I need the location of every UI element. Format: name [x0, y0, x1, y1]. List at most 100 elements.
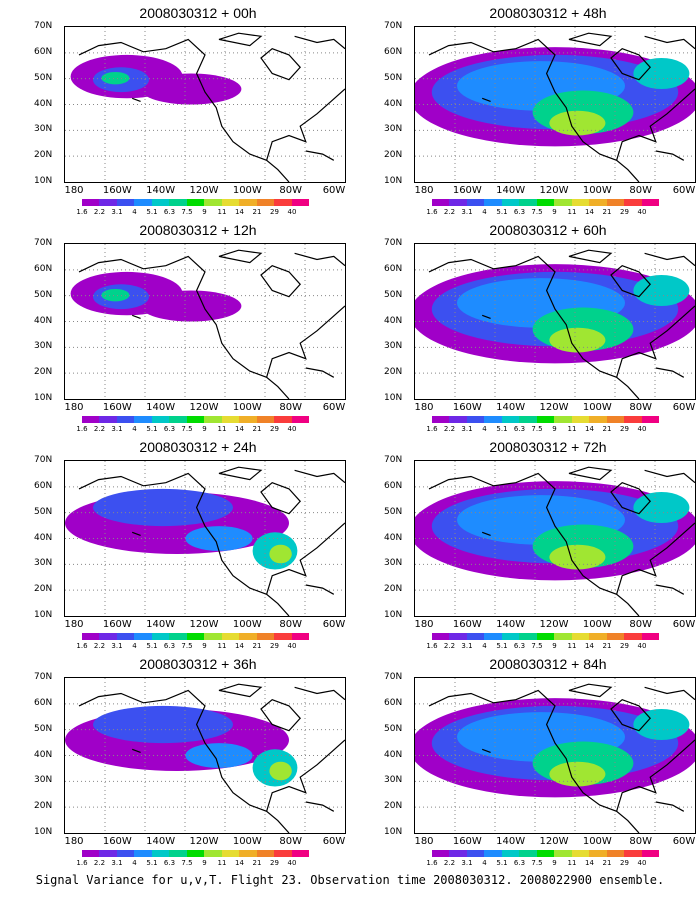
colorbar-swatch — [571, 850, 589, 857]
coastline — [568, 32, 613, 47]
colorbar-swatch — [151, 199, 169, 206]
coastline — [616, 88, 695, 161]
coastline — [616, 739, 695, 812]
colorbar-swatch — [449, 850, 467, 857]
latitude-label: 30N — [34, 558, 53, 569]
colorbar-swatch — [134, 416, 152, 423]
coastline — [616, 305, 695, 378]
colorbar-swatch — [589, 850, 607, 857]
colorbar-label: 5.1 — [146, 208, 158, 216]
coastline — [218, 466, 263, 481]
variance-map — [414, 677, 696, 834]
colorbar-label: 6.3 — [163, 425, 176, 433]
colorbar-label: 9 — [202, 208, 207, 216]
latitude-label: 50N — [34, 72, 53, 83]
longitude-label: 140W — [146, 402, 176, 413]
latitude-label: 20N — [384, 801, 403, 812]
variance-map-svg — [415, 244, 695, 399]
coastline — [644, 252, 695, 267]
longitude-label: 120W — [189, 402, 219, 413]
colorbar-swatch — [641, 850, 659, 857]
colorbar-label: 21 — [602, 425, 612, 433]
latitude-label: 70N — [34, 21, 53, 31]
colorbar-label: 40 — [637, 859, 647, 867]
coastline — [78, 472, 290, 616]
variance-map — [64, 460, 346, 617]
colorbar-label: 11 — [217, 208, 227, 216]
colorbar-swatch — [64, 199, 82, 206]
colorbar-label: 29 — [620, 425, 629, 433]
colorbar-label: 6.3 — [513, 208, 526, 216]
colorbar-swatch — [519, 199, 537, 206]
colorbar-swatch — [134, 850, 152, 857]
coastline — [481, 748, 491, 753]
colorbar — [64, 416, 344, 423]
latitude-label: 60N — [384, 263, 403, 274]
variance-map-svg — [65, 461, 345, 616]
colorbar-swatch — [186, 416, 204, 423]
colorbar-labels: 1.6 2.2 3.1 4 5.1 6.3 7.5 9 11 14 21 29 40 — [414, 425, 694, 435]
colorbar-swatch — [291, 850, 309, 857]
colorbar-swatch — [151, 416, 169, 423]
longitude-label: 120W — [539, 619, 569, 630]
latitude-label: 10N — [384, 393, 403, 403]
colorbar-swatch — [571, 633, 589, 640]
colorbar-label: 3.1 — [461, 208, 473, 216]
colorbar-swatch — [309, 199, 327, 206]
variance-contour-fill — [269, 761, 292, 781]
colorbar-labels: 1.6 2.2 3.1 4 5.1 6.3 7.5 9 11 14 21 29 40 — [64, 208, 344, 218]
longitude-label: 120W — [539, 402, 569, 413]
colorbar-label: 29 — [270, 642, 279, 650]
colorbar-swatch — [186, 633, 204, 640]
colorbar-label: 21 — [602, 859, 612, 867]
variance-contour-fill — [549, 110, 606, 136]
colorbar-label: 4 — [482, 859, 487, 867]
coastline — [616, 522, 695, 595]
longitude-label: 60W — [672, 185, 696, 196]
colorbar-swatch — [204, 633, 222, 640]
variance-map — [64, 243, 346, 400]
colorbar-swatch — [414, 850, 432, 857]
colorbar-swatch — [431, 199, 449, 206]
variance-map-svg — [415, 461, 695, 616]
longitude-label: 140W — [496, 185, 526, 196]
colorbar-label: 29 — [620, 642, 629, 650]
colorbar-label: 21 — [252, 642, 262, 650]
latitude-label: 40N — [384, 532, 403, 543]
colorbar-swatch — [134, 199, 152, 206]
colorbar-label: 29 — [620, 859, 629, 867]
colorbar-swatch — [589, 199, 607, 206]
colorbar-labels: 1.6 2.2 3.1 4 5.1 6.3 7.5 9 11 14 21 29 40 — [64, 859, 344, 869]
colorbar-swatch — [256, 850, 274, 857]
colorbar-label: 3.1 — [111, 208, 123, 216]
latitude-label: 30N — [384, 775, 403, 786]
coastline — [294, 252, 345, 267]
colorbar-swatch — [589, 416, 607, 423]
longitude-label: 140W — [146, 836, 176, 847]
longitude-label: 180 — [414, 185, 434, 196]
longitude-label: 180 — [414, 402, 434, 413]
colorbar-label: 21 — [602, 208, 612, 216]
colorbar-swatch — [484, 850, 502, 857]
longitude-label: 60W — [322, 402, 346, 413]
variance-contour-fill — [93, 705, 233, 744]
colorbar-label: 5.1 — [496, 425, 508, 433]
coastline — [131, 97, 141, 102]
colorbar-swatch — [466, 850, 484, 857]
longitude-label: 180 — [414, 836, 434, 847]
colorbar-swatch — [536, 416, 554, 423]
coastline — [294, 35, 345, 50]
colorbar-swatch — [326, 633, 344, 640]
colorbar-label: 40 — [287, 859, 297, 867]
colorbar-label: 14 — [585, 208, 594, 216]
variance-map — [414, 26, 696, 183]
colorbar-label: 29 — [270, 208, 279, 216]
latitude-label: 60N — [34, 46, 53, 57]
longitude-label: 80W — [279, 402, 302, 413]
colorbar — [64, 633, 344, 640]
colorbar-swatch — [676, 633, 694, 640]
colorbar-swatch — [659, 416, 677, 423]
colorbar-label: 21 — [252, 425, 262, 433]
variance-contour-fill — [101, 71, 130, 85]
panel-title: 2008030312 + 48h — [489, 5, 607, 21]
